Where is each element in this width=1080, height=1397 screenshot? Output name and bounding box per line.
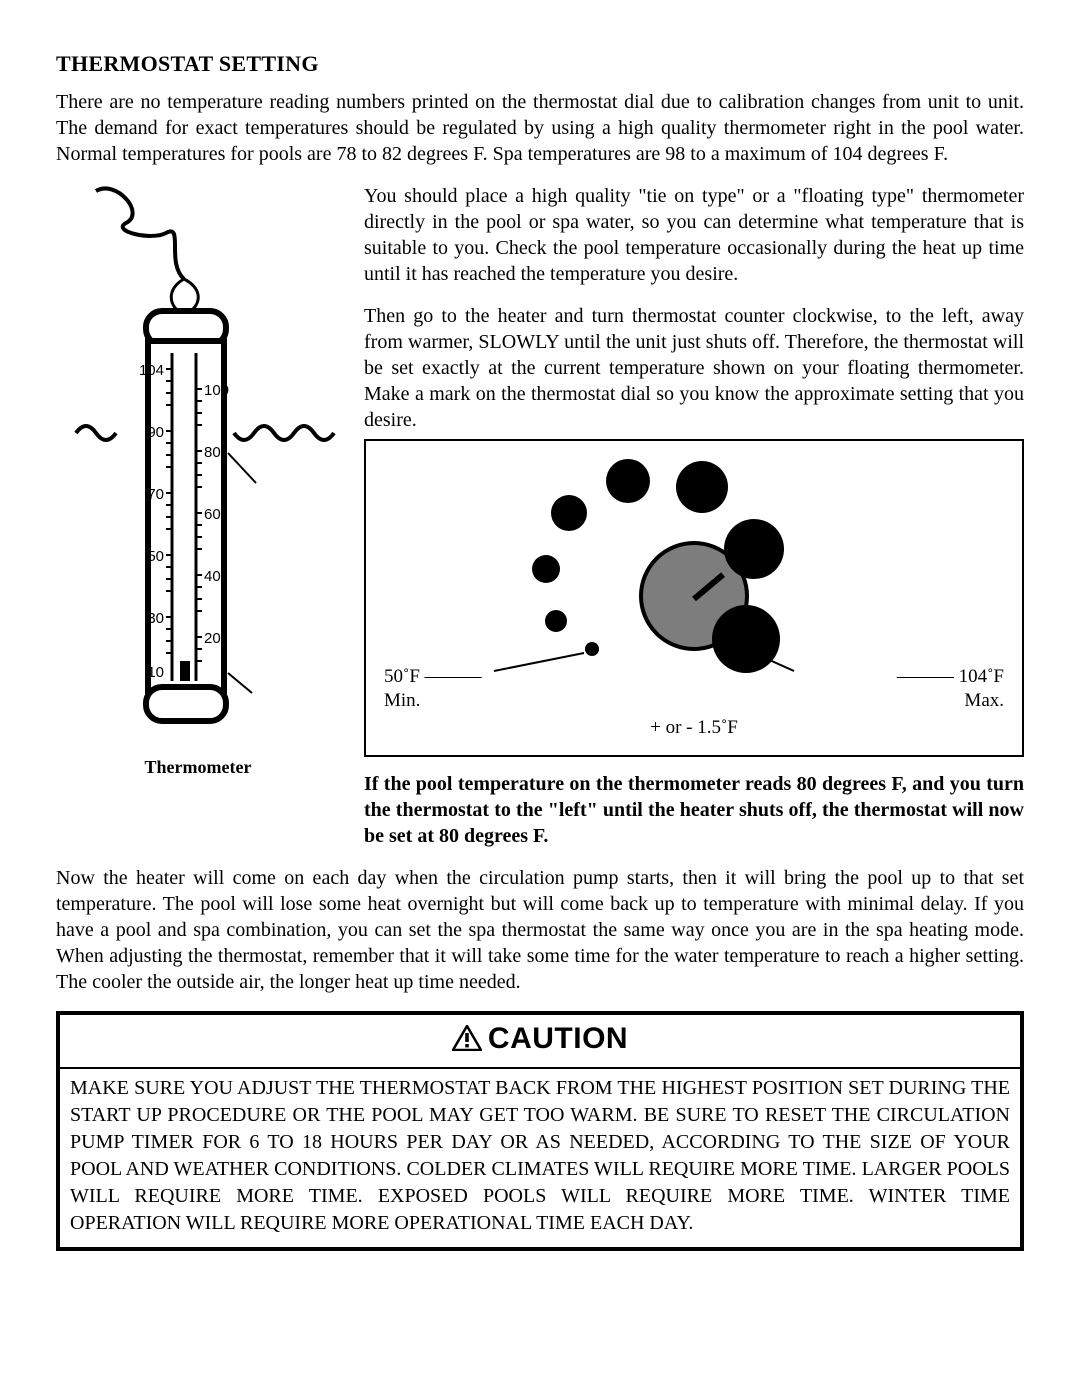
svg-text:50: 50	[147, 548, 164, 565]
dial-dot	[712, 605, 780, 673]
dial-dot	[724, 519, 784, 579]
placement-paragraph: You should place a high quality "tie on …	[364, 183, 1024, 287]
thermometer-caption: Thermometer	[56, 756, 340, 779]
svg-text:40: 40	[204, 568, 221, 585]
operation-paragraph: Now the heater will come on each day whe…	[56, 865, 1024, 995]
dial-dot	[606, 459, 650, 503]
dial-dot	[532, 555, 560, 583]
dial-max-label: Max.	[964, 690, 1004, 711]
caution-title: CAUTION	[488, 1022, 628, 1055]
dial-dot	[676, 461, 728, 513]
dial-dot	[551, 495, 587, 531]
caution-box: CAUTION MAKE SURE YOU ADJUST THE THERMOS…	[56, 1011, 1024, 1251]
dial-tolerance: + or - 1.5˚F	[384, 716, 1004, 741]
svg-text:90: 90	[147, 424, 164, 441]
dial-dot	[585, 642, 599, 656]
svg-text:20: 20	[204, 630, 221, 647]
svg-text:30: 30	[147, 610, 164, 627]
dial-min-label: Min.	[384, 690, 420, 711]
thermometer-illustration: 104 90 70 50 30 10 100 80 60 40 20	[56, 183, 340, 743]
svg-text:80: 80	[204, 444, 221, 461]
warning-icon	[452, 1022, 482, 1061]
svg-text:104: 104	[139, 362, 164, 379]
intro-paragraph: There are no temperature reading numbers…	[56, 89, 1024, 167]
caution-body: MAKE SURE YOU ADJUST THE THERMOSTAT BACK…	[60, 1069, 1020, 1247]
example-note: If the pool temperature on the thermomet…	[364, 771, 1024, 849]
section-title: THERMOSTAT SETTING	[56, 50, 1024, 79]
svg-text:100: 100	[204, 382, 229, 399]
thermostat-dial-figure: 50˚F ——— Min. ——— 104˚F Max. + or - 1.5˚…	[364, 439, 1024, 757]
svg-text:10: 10	[147, 664, 164, 681]
svg-text:60: 60	[204, 506, 221, 523]
svg-text:70: 70	[147, 486, 164, 503]
calibration-paragraph: Then go to the heater and turn thermosta…	[364, 303, 1024, 433]
dial-dot	[545, 610, 567, 632]
